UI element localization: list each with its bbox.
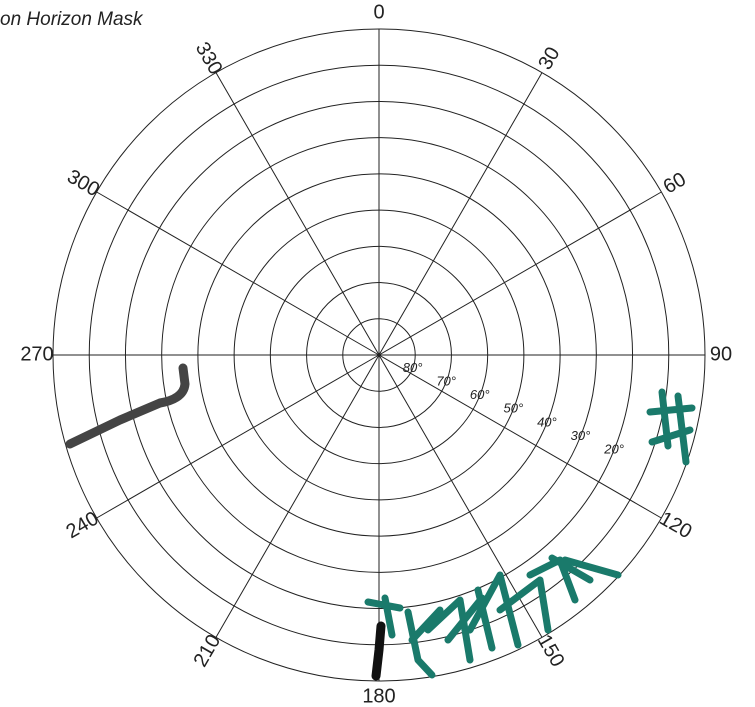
azimuth-tick-label: 60 (660, 168, 690, 198)
azimuth-tick-label: 330 (191, 39, 227, 79)
azimuth-tick-label: 0 (373, 1, 384, 23)
mask-stroke (368, 558, 618, 675)
horizon-mask-chart: on Horizon Mask 0 30 60 90 120 150 180 210 240 27… (0, 0, 755, 707)
elevation-tick-label: 60° (470, 387, 490, 402)
elevation-tick-label: 80° (403, 360, 423, 375)
chart-title: on Horizon Mask (0, 9, 144, 30)
elevation-tick-label: 30° (571, 428, 591, 443)
azimuth-tick-label: 90 (710, 343, 732, 365)
mask-drawing (70, 368, 692, 676)
polar-grid (53, 29, 705, 681)
azimuth-tick-label: 240 (63, 508, 103, 544)
azimuth-tick-label: 270 (20, 343, 53, 365)
mask-stroke (376, 626, 381, 676)
azimuth-tick-label: 150 (533, 631, 569, 671)
azimuth-tick-label: 300 (63, 166, 103, 202)
mask-stroke (650, 392, 692, 462)
elevation-tick-label: 20° (603, 441, 624, 456)
azimuth-tick-label: 120 (656, 508, 696, 544)
elevation-tick-label: 70° (436, 374, 456, 389)
azimuth-tick-label: 210 (190, 631, 226, 671)
elevation-tick-label: 40° (537, 414, 557, 429)
elevation-tick-label: 50° (504, 401, 524, 416)
azimuth-tick-label: 30 (534, 43, 564, 73)
azimuth-tick-label: 180 (362, 685, 395, 707)
